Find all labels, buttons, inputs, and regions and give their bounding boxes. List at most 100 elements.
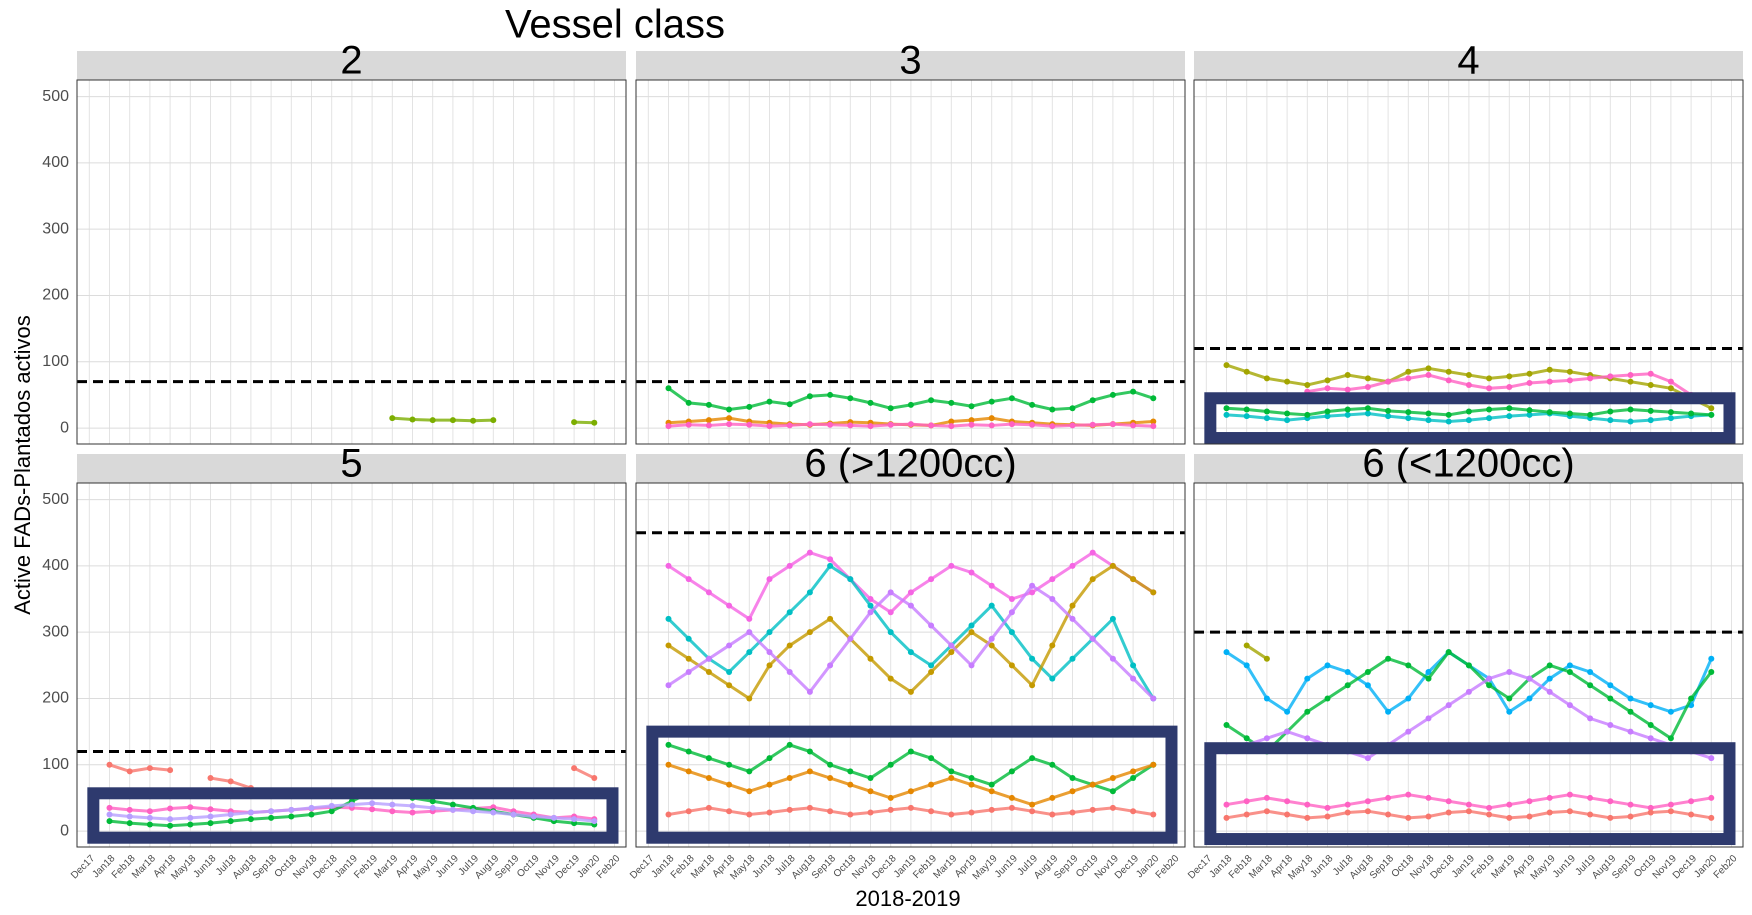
- point: [1445, 418, 1452, 425]
- point: [1304, 708, 1311, 715]
- point: [288, 806, 295, 813]
- panel-border: [635, 482, 1186, 848]
- point: [1109, 562, 1116, 569]
- point: [591, 818, 598, 825]
- point: [726, 808, 733, 815]
- point: [1008, 768, 1015, 775]
- point: [806, 688, 813, 695]
- point: [1304, 411, 1311, 418]
- point: [766, 662, 773, 669]
- y-tick-label: 100: [42, 353, 69, 370]
- point: [429, 804, 436, 811]
- point: [1425, 715, 1432, 722]
- point: [705, 422, 712, 429]
- point: [1546, 378, 1553, 385]
- point: [806, 768, 813, 775]
- point: [665, 682, 672, 689]
- point: [928, 781, 935, 788]
- point: [1364, 383, 1371, 390]
- point: [308, 811, 315, 818]
- point: [1627, 372, 1634, 379]
- point: [1069, 788, 1076, 795]
- point: [470, 417, 477, 424]
- point: [227, 818, 234, 825]
- point: [1029, 582, 1036, 589]
- point: [409, 416, 416, 423]
- point: [1587, 811, 1594, 818]
- strip-label: 2: [340, 39, 362, 83]
- point: [786, 562, 793, 569]
- point: [1647, 407, 1654, 414]
- point: [1647, 735, 1654, 742]
- point: [1627, 378, 1634, 385]
- point: [1627, 728, 1634, 735]
- series-trace: [1307, 372, 1692, 397]
- point: [1546, 366, 1553, 373]
- point: [1607, 814, 1614, 821]
- point: [1587, 682, 1594, 689]
- point: [1109, 788, 1116, 795]
- point: [1029, 401, 1036, 408]
- point: [1667, 385, 1674, 392]
- strip: [1194, 454, 1743, 483]
- point: [1008, 629, 1015, 636]
- point: [1344, 801, 1351, 808]
- point: [1506, 383, 1513, 390]
- point: [1486, 415, 1493, 422]
- point: [1506, 814, 1513, 821]
- point: [1089, 781, 1096, 788]
- point: [1324, 413, 1331, 420]
- point: [1243, 735, 1250, 742]
- point: [847, 768, 854, 775]
- point: [227, 778, 234, 785]
- point: [167, 816, 174, 823]
- point: [1486, 804, 1493, 811]
- point: [786, 668, 793, 675]
- point: [948, 423, 955, 430]
- point: [490, 809, 497, 816]
- point: [1130, 388, 1137, 395]
- point: [827, 808, 834, 815]
- point: [806, 549, 813, 556]
- point: [847, 576, 854, 583]
- y-tick-label: 200: [42, 287, 69, 304]
- point: [907, 401, 914, 408]
- point: [1708, 405, 1715, 412]
- point: [988, 635, 995, 642]
- point: [746, 788, 753, 795]
- point: [786, 741, 793, 748]
- x-tick-label: Mar18: [130, 853, 158, 881]
- point: [1647, 417, 1654, 424]
- point: [1405, 728, 1412, 735]
- x-tick-label: Mar19: [1489, 853, 1517, 881]
- point: [746, 615, 753, 622]
- point: [887, 629, 894, 636]
- point: [887, 675, 894, 682]
- point: [510, 811, 517, 818]
- point: [1364, 798, 1371, 805]
- point: [1049, 642, 1056, 649]
- point: [988, 422, 995, 429]
- point: [665, 562, 672, 569]
- point: [1526, 370, 1533, 377]
- point: [1344, 406, 1351, 413]
- point: [1708, 668, 1715, 675]
- point: [968, 662, 975, 669]
- point: [1445, 377, 1452, 384]
- point: [847, 635, 854, 642]
- point: [1425, 417, 1432, 424]
- point: [1150, 811, 1157, 818]
- point: [1627, 813, 1634, 820]
- x-tick-label: Feb20: [1712, 853, 1740, 881]
- point: [726, 668, 733, 675]
- point: [665, 642, 672, 649]
- point: [1425, 372, 1432, 379]
- x-tick-label: Jun18: [191, 853, 218, 880]
- point: [726, 415, 733, 422]
- point: [126, 768, 133, 775]
- point: [1150, 423, 1157, 430]
- point: [1223, 405, 1230, 412]
- point: [1385, 655, 1392, 662]
- point: [968, 809, 975, 816]
- strip: [636, 454, 1185, 483]
